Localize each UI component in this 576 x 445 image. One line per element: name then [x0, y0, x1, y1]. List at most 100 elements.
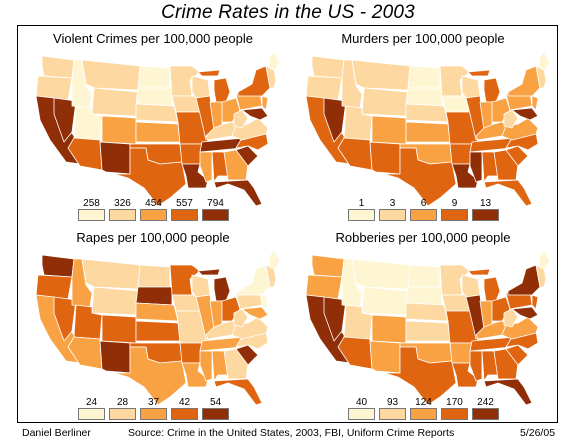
panel-title: Violent Crimes per 100,000 people	[53, 31, 253, 46]
legend-swatch	[379, 408, 406, 420]
state-sc	[505, 145, 529, 167]
state-ny	[507, 65, 541, 97]
state-co	[101, 314, 137, 344]
state-wa	[311, 55, 345, 79]
legend-item: 28	[109, 397, 136, 420]
state-mt	[351, 59, 411, 91]
state-nj	[261, 294, 269, 310]
state-ks	[405, 320, 451, 342]
state-md	[241, 306, 269, 320]
legend-label: 170	[446, 397, 463, 408]
legend-swatch	[410, 209, 437, 221]
state-ny	[507, 264, 541, 296]
state-fl	[213, 179, 263, 206]
legend-swatch	[202, 209, 229, 221]
legend-label: 42	[178, 397, 191, 408]
legend-item: 13	[472, 198, 499, 221]
panel-title: Rapes per 100,000 people	[76, 230, 230, 245]
state-wa	[41, 55, 75, 79]
legend-item: 557	[171, 198, 198, 221]
legend-label: 454	[145, 198, 162, 209]
state-wi	[191, 274, 211, 298]
legend-item: 258	[78, 198, 105, 221]
panel-violent-crimes: Violent Crimes per 100,000 people 258 326…	[18, 26, 288, 225]
map-murders	[305, 51, 550, 206]
legend-item: 24	[78, 397, 105, 420]
panel-title: Murders per 100,000 people	[341, 31, 505, 46]
legend-swatch	[171, 209, 198, 221]
state-ms	[199, 350, 213, 382]
state-az	[67, 336, 103, 370]
state-wy	[91, 286, 139, 316]
state-mt	[81, 258, 141, 290]
legend-swatch	[140, 209, 167, 221]
legend-label: 3	[389, 198, 396, 209]
legend-swatch	[348, 408, 375, 420]
legend-label: 13	[479, 198, 492, 209]
legend-robberies: 40 93 124 170 242	[288, 397, 558, 423]
legend-item: 1	[348, 198, 375, 221]
state-nm	[99, 340, 131, 374]
footer-date: 5/26/05	[520, 427, 556, 439]
legend-item: 6	[410, 198, 437, 221]
state-ar	[179, 342, 203, 364]
legend-swatch	[472, 408, 499, 420]
state-md	[241, 107, 269, 121]
legend-item: 794	[202, 198, 229, 221]
legend-swatch	[78, 408, 105, 420]
panel-robberies: Robberies per 100,000 people 40 93 124 170 2…	[288, 225, 558, 424]
state-tx	[383, 147, 457, 206]
state-ms	[199, 151, 213, 183]
state-wy	[361, 286, 409, 316]
legend-label: 9	[451, 198, 458, 209]
legend-item: 242	[472, 397, 499, 420]
figure-frame: Violent Crimes per 100,000 people 258 326…	[17, 25, 558, 423]
state-fl	[483, 378, 533, 405]
map-robberies	[305, 250, 550, 405]
panel-murders: Murders per 100,000 people 1 3 6 9 13	[288, 26, 558, 225]
legend-item: 124	[410, 397, 437, 420]
state-nd	[407, 264, 441, 288]
legend-swatch	[171, 408, 198, 420]
legend-item: 170	[441, 397, 468, 420]
legend-item: 37	[140, 397, 167, 420]
legend-swatch	[441, 408, 468, 420]
legend-swatch	[472, 209, 499, 221]
state-al	[211, 151, 229, 183]
state-nm	[369, 141, 401, 175]
state-ne	[135, 302, 179, 322]
legend-item: 42	[171, 397, 198, 420]
state-al	[211, 350, 229, 382]
state-wi	[191, 75, 211, 99]
state-wv	[233, 308, 249, 328]
footer-source: Source: Crime in the United States, 2003…	[128, 427, 455, 439]
legend-swatch	[379, 209, 406, 221]
state-sd	[135, 286, 173, 306]
legend-item: 54	[202, 397, 229, 420]
state-az	[337, 137, 373, 171]
state-ne-eng	[535, 264, 547, 288]
state-va	[231, 117, 269, 141]
page-title: Crime Rates in the US - 2003	[161, 2, 415, 23]
panel-title: Robberies per 100,000 people	[335, 230, 511, 245]
legend-item: 9	[441, 198, 468, 221]
state-ms	[469, 350, 483, 382]
legend-label: 24	[85, 397, 98, 408]
legend-item: 3	[379, 198, 406, 221]
state-wy	[361, 87, 409, 117]
state-nd	[407, 65, 441, 89]
state-ne-eng	[265, 264, 277, 288]
legend-item: 40	[348, 397, 375, 420]
state-ne-eng	[265, 65, 277, 89]
map-rapes	[35, 250, 280, 405]
legend-item: 93	[379, 397, 406, 420]
state-nm	[99, 141, 131, 175]
legend-swatch	[140, 408, 167, 420]
state-sc	[235, 344, 259, 366]
state-ar	[179, 143, 203, 165]
legend-label: 124	[415, 397, 432, 408]
state-ny	[237, 264, 271, 296]
state-sd	[135, 87, 173, 107]
state-al	[481, 151, 499, 183]
legend-swatch	[109, 209, 136, 221]
